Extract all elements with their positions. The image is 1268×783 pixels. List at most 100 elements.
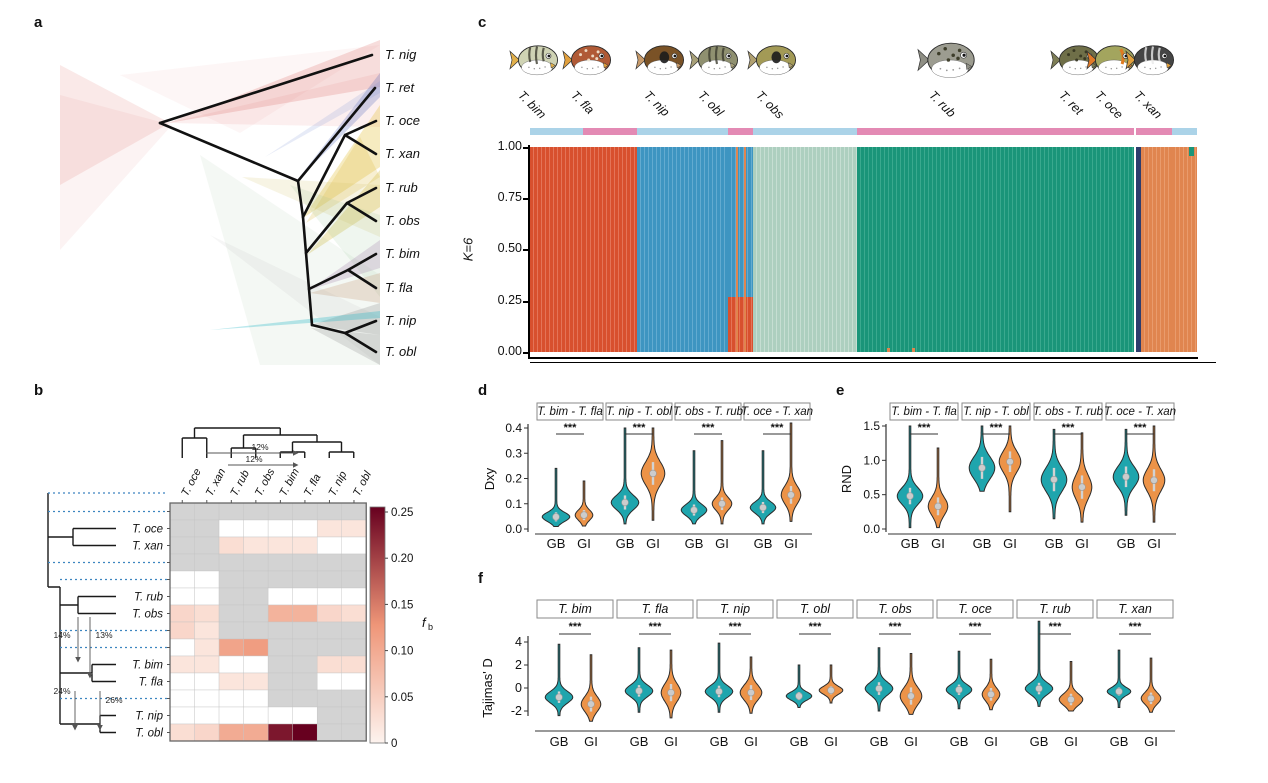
- group-label: GB: [1045, 536, 1064, 551]
- significance-stars: ***: [729, 621, 743, 633]
- panel-b-label: b: [34, 382, 44, 399]
- group-label: GB: [790, 734, 809, 749]
- heatmap-cell: [169, 553, 195, 572]
- significance-stars: ***: [1062, 422, 1076, 434]
- group-label: GI: [584, 734, 598, 749]
- heatmap-cell: [316, 604, 342, 623]
- heatmap-row-label: T. xan: [132, 541, 163, 553]
- violin-GB: [1106, 649, 1132, 708]
- population-band-segment: [1141, 128, 1172, 135]
- facet-title: T. oce: [958, 602, 992, 616]
- population-band-segment: [753, 128, 857, 135]
- y-tick-label: 0.0: [505, 522, 522, 536]
- heatmap-cell: [316, 587, 342, 606]
- heatmap-cell: [243, 621, 269, 640]
- violin-GB: [864, 647, 894, 712]
- admixture-baseline: [530, 362, 1216, 363]
- admixture-speck: [887, 348, 890, 352]
- heatmap-cell: [169, 689, 195, 708]
- median-dot: [1078, 483, 1086, 491]
- fish-icon-T--oce: [1086, 45, 1136, 76]
- heatmap-cell: [341, 638, 367, 657]
- heatmap-cell: [194, 536, 220, 555]
- heatmap-cell: [292, 536, 318, 555]
- violin-GB: [704, 642, 734, 713]
- colorbar-tick: 0.15: [391, 599, 413, 611]
- gene-flow-pct: 24%: [53, 686, 70, 696]
- heatmap-cell: [169, 706, 195, 725]
- heatmap-cell: [243, 536, 269, 555]
- heatmap-row-label: T. rub: [134, 592, 164, 604]
- facet-title-box: [674, 402, 742, 421]
- median-dot: [759, 503, 767, 512]
- y-tick-label: 0.2: [505, 472, 522, 486]
- admixture-segment-T--rub: [857, 147, 1134, 352]
- heatmap-cell: [316, 502, 342, 521]
- admixture-segment-T--fla: [583, 147, 637, 352]
- group-label: GI: [1075, 536, 1089, 551]
- population-band-segment: [728, 128, 753, 135]
- group-label: GB: [950, 734, 969, 749]
- heatmap-cell: [267, 519, 293, 538]
- heatmap-cell: [341, 621, 367, 640]
- fish-icon-T--obs: [747, 45, 797, 76]
- group-label: GI: [1003, 536, 1017, 551]
- group-label: GI: [1144, 734, 1158, 749]
- fish-icon-T--bim: [509, 45, 559, 76]
- facet-title: T. obs: [878, 602, 912, 616]
- colorbar-tick: 0.10: [391, 646, 413, 658]
- heatmap-cell: [169, 621, 195, 640]
- violin-GI: [580, 654, 602, 722]
- heatmap-cell: [316, 570, 342, 589]
- facet-title-box: [536, 402, 604, 421]
- heatmap-cell: [267, 638, 293, 657]
- admixture-segment-T--bim: [530, 147, 583, 352]
- gene-flow-pct: 13%: [95, 630, 112, 640]
- heatmap-cell: [292, 672, 318, 691]
- heatmap-cell: [292, 723, 318, 742]
- admixture-component: [728, 296, 753, 352]
- colorbar-tick: 0.20: [391, 553, 413, 565]
- heatmap-cell: [169, 655, 195, 674]
- heatmap-cell: [316, 519, 342, 538]
- significance-stars: ***: [569, 621, 583, 633]
- admixture-minor-block: [1189, 147, 1194, 156]
- facet-title-box: [936, 599, 1014, 619]
- significance-stars: ***: [1134, 422, 1148, 434]
- heatmap-cell: [341, 689, 367, 708]
- tick: [523, 147, 528, 149]
- population-band-segment: [583, 128, 637, 135]
- significance-stars: ***: [809, 621, 823, 633]
- colorbar-label-sub: b: [428, 622, 433, 632]
- heatmap-cell: [267, 621, 293, 640]
- heatmap-cell: [292, 621, 318, 640]
- heatmap-cell: [292, 553, 318, 572]
- group-label: GB: [685, 536, 704, 551]
- densitree-plot: [60, 40, 380, 365]
- y-tick-label: 1.5: [863, 419, 880, 433]
- admixture-ytick: 0.00: [497, 344, 522, 358]
- group-label: GI: [646, 536, 660, 551]
- k-value-label: K=6: [460, 237, 476, 262]
- median-dot: [587, 700, 595, 708]
- facet-title: T. bim - T. fla: [891, 406, 957, 418]
- y-tick-label: 0.3: [505, 446, 522, 460]
- tree-tip-label: T. nip: [385, 313, 417, 328]
- colorbar-tick: 0.05: [391, 692, 413, 704]
- y-tick-label: -2: [511, 704, 522, 718]
- significance-stars: ***: [889, 621, 903, 633]
- violin-GB: [785, 664, 813, 708]
- heatmap-cell: [194, 638, 220, 657]
- facet-title-box: [1016, 599, 1094, 619]
- group-label: GB: [616, 536, 635, 551]
- group-label: GB: [973, 536, 992, 551]
- heatmap-cell: [169, 672, 195, 691]
- median-dot: [555, 693, 563, 701]
- heatmap-row-label: T. nip: [135, 711, 163, 723]
- median-dot: [635, 687, 643, 695]
- violin-GB: [680, 450, 708, 525]
- y-tick-label: 0.5: [863, 488, 880, 502]
- gene-flow-pct: 12%: [251, 442, 268, 452]
- heatmap-cell: [169, 723, 195, 742]
